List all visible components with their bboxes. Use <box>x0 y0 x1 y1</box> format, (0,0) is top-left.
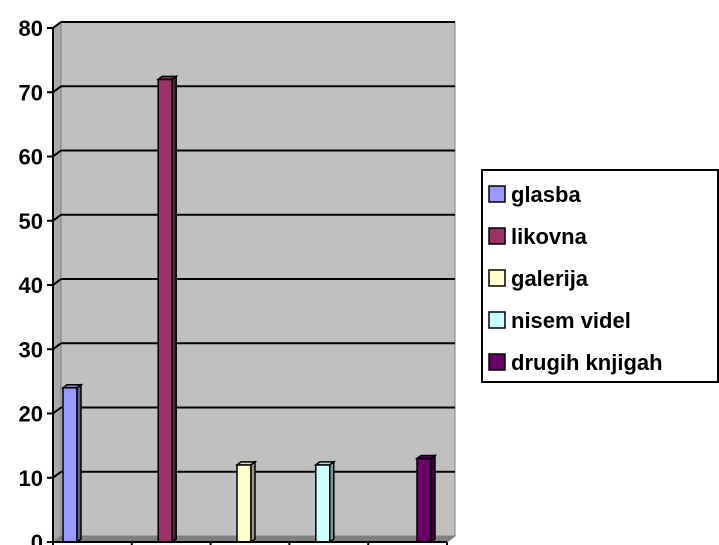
legend-item: nisem videl <box>488 308 631 333</box>
y-tick-label: 50 <box>19 209 43 234</box>
legend-label: nisem videl <box>511 308 631 333</box>
bars <box>60 74 438 544</box>
legend-label: likovna <box>511 224 588 249</box>
bar-front <box>236 464 252 543</box>
bar-front <box>157 78 173 543</box>
legend-label: glasba <box>511 182 581 207</box>
legend-swatch <box>488 311 506 329</box>
legend-swatch <box>488 185 506 203</box>
y-tick-label: 40 <box>19 273 43 298</box>
bar-side <box>430 453 436 544</box>
bar-side <box>76 383 82 544</box>
bar-front <box>62 387 78 543</box>
legend: glasba likovna galerija nisem videl drugih k… <box>481 169 719 383</box>
gridline-side <box>52 85 62 94</box>
gridlines <box>52 21 455 479</box>
legend-box <box>481 169 719 383</box>
bar-side <box>329 460 335 544</box>
legend-swatch <box>488 269 506 287</box>
bar-drugih-knjigah <box>414 453 438 544</box>
y-tick-label: 80 <box>19 16 43 41</box>
y-tick-label: 30 <box>19 337 43 362</box>
y-tick-label: 60 <box>19 145 43 170</box>
bar-side <box>171 74 177 544</box>
bar-likovna <box>155 74 179 544</box>
gridline-side <box>52 213 62 222</box>
y-tick-label: 10 <box>19 466 43 491</box>
legend-item: glasba <box>488 182 581 207</box>
bar-front <box>416 457 432 543</box>
y-tick-label: 0 <box>31 530 43 545</box>
legend-label: drugih knjigah <box>511 350 663 375</box>
bar-nisem-videl <box>313 460 337 544</box>
y-axis-ticks: 0 10 20 30 40 50 60 70 80 <box>19 16 53 545</box>
gridline-side <box>52 21 62 29</box>
y-tick-label: 70 <box>19 80 43 105</box>
gridline-side <box>52 470 62 479</box>
legend-item: galerija <box>488 266 589 291</box>
bar-front <box>315 464 331 543</box>
legend-item: likovna <box>488 224 588 249</box>
legend-swatch <box>488 227 506 245</box>
x-axis-ticks <box>52 542 448 545</box>
gridline-side <box>52 149 62 158</box>
gridline-side <box>52 342 62 351</box>
y-tick-label: 20 <box>19 402 43 427</box>
legend-swatch <box>488 353 506 371</box>
bar-galerija <box>234 460 258 544</box>
legend-item: drugih knjigah <box>488 350 663 375</box>
bar-side <box>250 460 256 544</box>
gridline-side <box>52 406 62 415</box>
legend-label: galerija <box>511 266 589 291</box>
bar-glasba <box>60 383 84 544</box>
gridline-side <box>52 278 62 286</box>
